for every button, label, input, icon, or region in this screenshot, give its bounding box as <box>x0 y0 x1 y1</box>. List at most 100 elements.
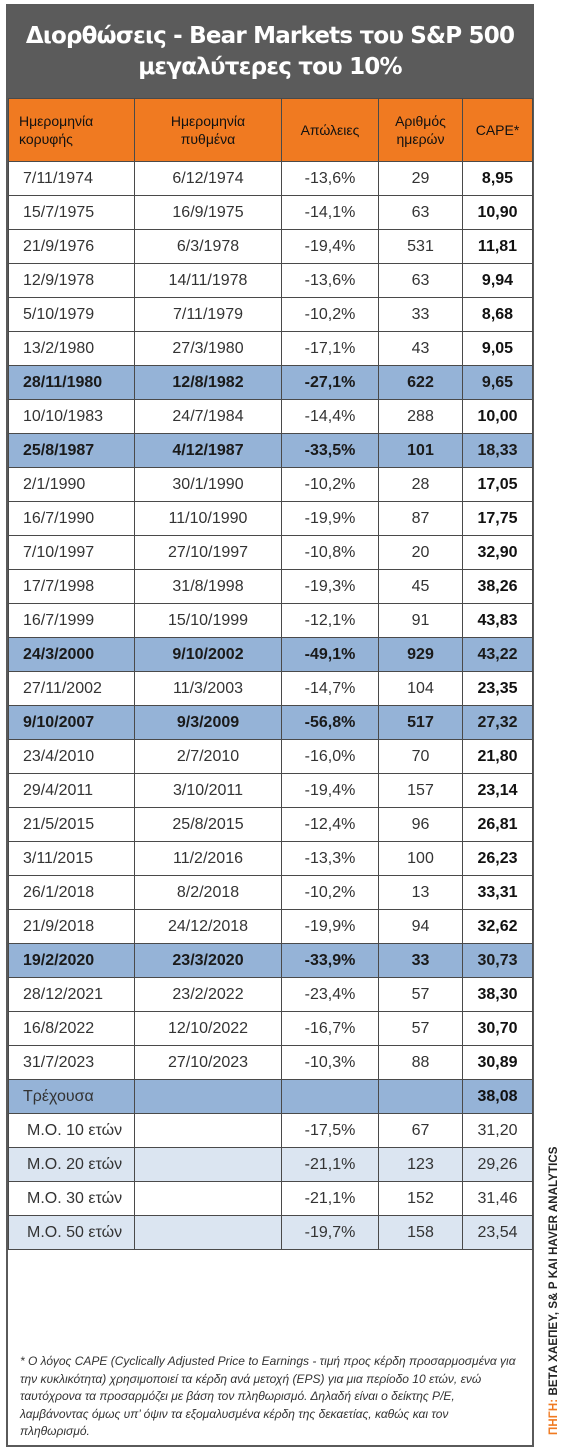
table-row: 24/3/2000 9/10/2002 -49,1% 929 43,22 <box>8 637 533 672</box>
peak-date-cell: 15/7/1975 <box>8 195 135 230</box>
cape-cell: 18,33 <box>462 433 533 468</box>
peak-date-cell: 13/2/1980 <box>8 331 135 366</box>
cape-cell: 38,26 <box>462 569 533 604</box>
table-row: 28/12/2021 23/2/2022 -23,4% 57 38,30 <box>8 977 533 1012</box>
table-row: 7/11/1974 6/12/1974 -13,6% 29 8,95 <box>8 161 533 196</box>
empty-cell <box>134 1215 282 1250</box>
table-row: 27/11/2002 11/3/2003 -14,7% 104 23,35 <box>8 671 533 706</box>
table-row: 15/7/1975 16/9/1975 -14,1% 63 10,90 <box>8 195 533 230</box>
average-loss-cell: -21,1% <box>281 1181 379 1216</box>
loss-cell: -16,7% <box>281 1011 379 1046</box>
table-row: 21/9/2018 24/12/2018 -19,9% 94 32,62 <box>8 909 533 944</box>
average-loss-cell: -19,7% <box>281 1215 379 1250</box>
table-row: 16/7/1990 11/10/1990 -19,9% 87 17,75 <box>8 501 533 536</box>
cape-cell: 23,14 <box>462 773 533 808</box>
header-trough-date: Ημερομηνία πυθμένα <box>134 98 282 162</box>
trough-date-cell: 25/8/2015 <box>134 807 282 842</box>
average-cape-cell: 23,54 <box>462 1215 533 1250</box>
peak-date-cell: 21/9/2018 <box>8 909 135 944</box>
trough-date-cell: 4/12/1987 <box>134 433 282 468</box>
trough-date-cell: 27/3/1980 <box>134 331 282 366</box>
table-row: 21/9/1976 6/3/1978 -19,4% 531 11,81 <box>8 229 533 264</box>
peak-date-cell: 16/8/2022 <box>8 1011 135 1046</box>
average-label-cell: Μ.Ο. 30 ετών <box>8 1181 135 1216</box>
loss-cell: -14,1% <box>281 195 379 230</box>
average-row: Μ.Ο. 20 ετών -21,1% 123 29,26 <box>8 1147 533 1182</box>
table-card: Διορθώσεις - Bear Markets του S&P 500 με… <box>6 4 534 1447</box>
loss-cell: -13,6% <box>281 263 379 298</box>
table-row: 2/1/1990 30/1/1990 -10,2% 28 17,05 <box>8 467 533 502</box>
header-losses: Απώλειες <box>281 98 379 162</box>
days-cell: 70 <box>378 739 463 774</box>
header-cape: CAPE* <box>462 98 533 162</box>
days-cell: 57 <box>378 977 463 1012</box>
trough-date-cell: 11/3/2003 <box>134 671 282 706</box>
days-cell: 288 <box>378 399 463 434</box>
loss-cell: -13,6% <box>281 161 379 196</box>
header-days-line1: Αριθμός <box>395 113 446 129</box>
days-cell: 29 <box>378 161 463 196</box>
days-cell: 531 <box>378 229 463 264</box>
average-label-cell: Μ.Ο. 50 ετών <box>8 1215 135 1250</box>
cape-cell: 43,83 <box>462 603 533 638</box>
cape-cell: 9,94 <box>462 263 533 298</box>
trough-date-cell: 24/12/2018 <box>134 909 282 944</box>
loss-cell: -12,4% <box>281 807 379 842</box>
peak-date-cell: 16/7/1999 <box>8 603 135 638</box>
table-row: 13/2/1980 27/3/1980 -17,1% 43 9,05 <box>8 331 533 366</box>
peak-date-cell: 7/11/1974 <box>8 161 135 196</box>
table-row: 9/10/2007 9/3/2009 -56,8% 517 27,32 <box>8 705 533 740</box>
trough-date-cell: 6/12/1974 <box>134 161 282 196</box>
current-cape-cell: 38,08 <box>462 1079 533 1114</box>
cape-cell: 38,30 <box>462 977 533 1012</box>
cape-cell: 27,32 <box>462 705 533 740</box>
average-cape-cell: 31,46 <box>462 1181 533 1216</box>
cape-cell: 9,65 <box>462 365 533 400</box>
peak-date-cell: 2/1/1990 <box>8 467 135 502</box>
days-cell: 63 <box>378 263 463 298</box>
table-row: 16/8/2022 12/10/2022 -16,7% 57 30,70 <box>8 1011 533 1046</box>
peak-date-cell: 3/11/2015 <box>8 841 135 876</box>
days-cell: 101 <box>378 433 463 468</box>
source-text: BETA ΧΑΕΠΕΥ, S& P ΚΑΙ HAVER ANALYTICS <box>548 1146 560 1399</box>
trough-date-cell: 31/8/1998 <box>134 569 282 604</box>
average-cape-cell: 29,26 <box>462 1147 533 1182</box>
days-cell: 63 <box>378 195 463 230</box>
peak-date-cell: 16/7/1990 <box>8 501 135 536</box>
loss-cell: -17,1% <box>281 331 379 366</box>
days-cell: 157 <box>378 773 463 808</box>
loss-cell: -19,9% <box>281 501 379 536</box>
cape-cell: 9,05 <box>462 331 533 366</box>
source-lead: ΠΗΓΗ: <box>548 1398 560 1435</box>
trough-date-cell: 27/10/1997 <box>134 535 282 570</box>
table-row: 29/4/2011 3/10/2011 -19,4% 157 23,14 <box>8 773 533 808</box>
peak-date-cell: 21/9/1976 <box>8 229 135 264</box>
days-cell: 94 <box>378 909 463 944</box>
days-cell: 13 <box>378 875 463 910</box>
trough-date-cell: 11/2/2016 <box>134 841 282 876</box>
cape-cell: 17,05 <box>462 467 533 502</box>
table-row: 19/2/2020 23/3/2020 -33,9% 33 30,73 <box>8 943 533 978</box>
loss-cell: -27,1% <box>281 365 379 400</box>
empty-cell <box>281 1079 379 1114</box>
loss-cell: -56,8% <box>281 705 379 740</box>
cape-cell: 26,81 <box>462 807 533 842</box>
header-trough-date-line1: Ημερομηνία <box>170 113 246 129</box>
empty-cell <box>134 1113 282 1148</box>
days-cell: 45 <box>378 569 463 604</box>
peak-date-cell: 23/4/2010 <box>8 739 135 774</box>
cape-cell: 8,68 <box>462 297 533 332</box>
header-row: Ημερομηνία κορυφής Ημερομηνία πυθμένα Απ… <box>8 98 533 162</box>
header-peak-date-line2: κορυφής <box>19 131 73 147</box>
days-cell: 91 <box>378 603 463 638</box>
trough-date-cell: 14/11/1978 <box>134 263 282 298</box>
trough-date-cell: 16/9/1975 <box>134 195 282 230</box>
average-row: Μ.Ο. 50 ετών -19,7% 158 23,54 <box>8 1215 533 1250</box>
average-days-cell: 67 <box>378 1113 463 1148</box>
peak-date-cell: 25/8/1987 <box>8 433 135 468</box>
table-row: 5/10/1979 7/11/1979 -10,2% 33 8,68 <box>8 297 533 332</box>
trough-date-cell: 12/8/1982 <box>134 365 282 400</box>
loss-cell: -14,7% <box>281 671 379 706</box>
cape-cell: 11,81 <box>462 229 533 264</box>
peak-date-cell: 27/11/2002 <box>8 671 135 706</box>
